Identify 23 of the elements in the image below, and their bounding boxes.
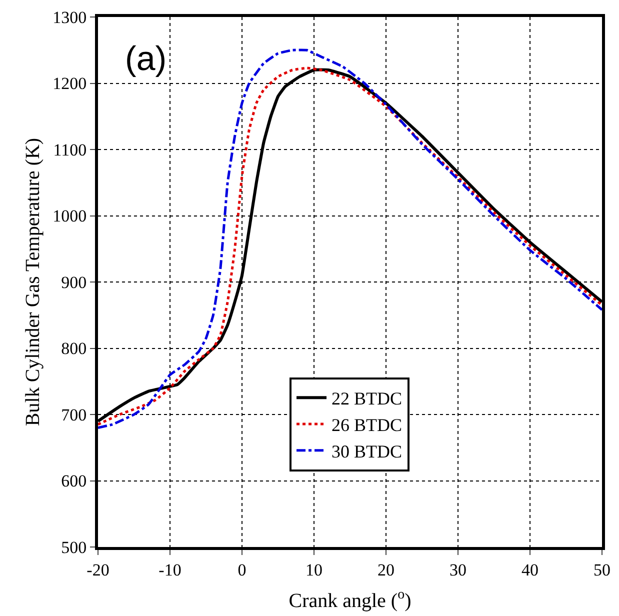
x-tick-label: 10	[306, 560, 322, 580]
y-tick-label: 1100	[53, 140, 87, 160]
x-tick-label: -20	[86, 560, 110, 580]
y-tick-label: 1000	[52, 206, 87, 226]
x-tick-label: -10	[158, 560, 182, 580]
y-tick-label: 900	[61, 272, 87, 292]
x-axis-title: Crank angle ($^{o}$)	[288, 588, 412, 612]
y-tick-label: 800	[61, 339, 87, 358]
y-tick-label: 1300	[52, 8, 87, 27]
x-tick-label: 30	[450, 560, 466, 580]
x-tick-label: 20	[378, 560, 394, 580]
legend-label: 26 BTDC	[332, 415, 402, 436]
legend-label: 22 BTDC	[332, 388, 402, 409]
annotation: (a)	[125, 40, 167, 78]
legend-label: 30 BTDC	[332, 441, 402, 462]
x-tick-label: 50	[594, 560, 610, 580]
y-tick-label: 700	[61, 405, 87, 424]
y-tick-label: 500	[61, 538, 87, 557]
y-axis-title: Bulk Cylinder Gas Temperature (K)	[22, 138, 44, 426]
x-tick-label: 40	[522, 560, 538, 580]
x-tick-label: 0	[238, 560, 246, 580]
y-tick-label: 600	[61, 472, 87, 491]
y-tick-label: 1200	[52, 74, 87, 94]
